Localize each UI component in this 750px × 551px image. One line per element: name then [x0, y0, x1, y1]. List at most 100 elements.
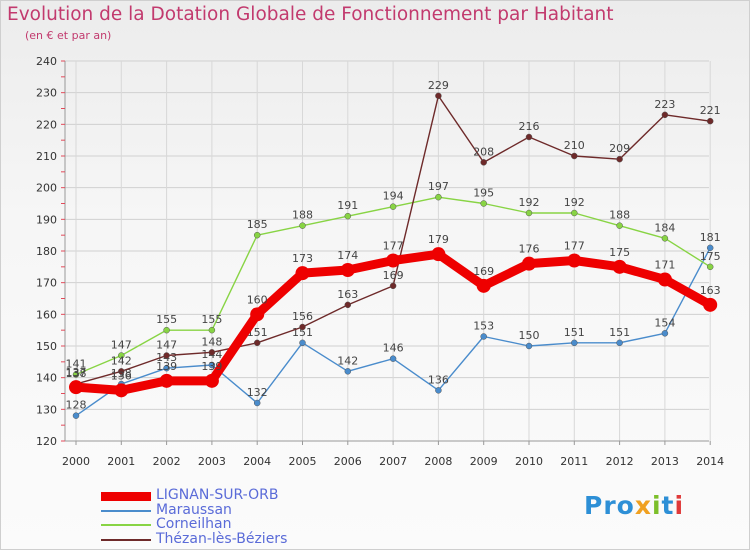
legend-label: Corneilhan [156, 516, 232, 532]
legend-swatch [101, 524, 151, 526]
data-label-maraussan: 132 [247, 386, 268, 399]
data-point-corneilhan [480, 200, 487, 207]
data-label-thezan-les-beziers: 209 [609, 142, 630, 155]
chart-subtitle: (en € et par an) [25, 29, 112, 42]
data-label-corneilhan: 195 [473, 187, 494, 200]
data-point-corneilhan [118, 352, 125, 359]
data-label-lignan-sur-orb: 174 [337, 249, 358, 262]
data-label-lignan-sur-orb: 160 [247, 293, 268, 306]
data-point-lignan-sur-orb [703, 297, 718, 312]
data-point-corneilhan [344, 212, 352, 220]
data-point-lignan-sur-orb [657, 272, 672, 287]
y-tick-label: 200 [36, 182, 57, 195]
data-point-lignan-sur-orb [204, 373, 219, 388]
data-point-maraussan [253, 399, 261, 407]
data-label-maraussan: 128 [66, 399, 87, 412]
data-point-lignan-sur-orb [295, 266, 310, 281]
x-tick-label: 2014 [696, 455, 724, 468]
x-tick-label: 2003 [198, 455, 226, 468]
x-tick-label: 2009 [470, 455, 498, 468]
data-point-maraussan [389, 355, 397, 362]
x-tick-label: 2001 [107, 455, 135, 468]
data-label-maraussan: 151 [609, 326, 630, 339]
data-label-maraussan: 146 [383, 342, 404, 355]
y-tick-label: 230 [36, 87, 57, 100]
legend-swatch [101, 538, 151, 541]
data-label-maraussan: 142 [337, 354, 358, 367]
data-label-lignan-sur-orb: 177 [383, 240, 404, 253]
data-label-lignan-sur-orb: 139 [156, 360, 177, 373]
data-point-corneilhan [571, 209, 578, 217]
data-label-lignan-sur-orb: 176 [519, 243, 540, 256]
data-label-thezan-les-beziers: 210 [564, 139, 585, 152]
data-label-thezan-les-beziers: 223 [654, 98, 675, 111]
data-point-thezan-les-beziers [480, 159, 487, 166]
data-point-maraussan [480, 333, 487, 340]
y-tick-label: 210 [36, 150, 57, 163]
data-label-maraussan: 153 [473, 320, 494, 333]
y-tick-label: 130 [36, 403, 57, 416]
data-label-maraussan: 181 [700, 231, 721, 244]
data-point-lignan-sur-orb [386, 253, 401, 268]
data-label-corneilhan: 147 [111, 339, 132, 352]
data-label-thezan-les-beziers: 221 [700, 104, 721, 117]
data-point-lignan-sur-orb [340, 263, 355, 277]
data-label-lignan-sur-orb: 137 [66, 366, 87, 379]
legend-swatch [101, 509, 151, 512]
data-label-corneilhan: 197 [428, 180, 449, 193]
data-point-corneilhan [163, 326, 170, 334]
data-point-maraussan [435, 387, 442, 394]
data-label-maraussan: 150 [519, 329, 540, 342]
x-tick-label: 2006 [334, 455, 362, 468]
data-label-lignan-sur-orb: 136 [111, 369, 132, 382]
x-tick-label: 2007 [379, 455, 407, 468]
data-label-lignan-sur-orb: 139 [201, 360, 222, 373]
y-tick-label: 190 [36, 213, 57, 226]
y-tick-label: 240 [36, 55, 57, 68]
y-tick-label: 120 [36, 435, 57, 448]
data-point-lignan-sur-orb [431, 247, 446, 262]
data-label-corneilhan: 185 [247, 218, 268, 231]
data-point-maraussan [661, 330, 669, 337]
data-label-thezan-les-beziers: 169 [383, 269, 404, 282]
data-point-thezan-les-beziers [661, 111, 669, 119]
data-point-lignan-sur-orb [567, 253, 582, 268]
data-label-corneilhan: 188 [609, 209, 630, 222]
data-point-maraussan [208, 361, 216, 369]
data-label-lignan-sur-orb: 179 [428, 233, 449, 246]
data-point-corneilhan [616, 222, 623, 229]
x-tick-label: 2010 [515, 455, 543, 468]
data-point-corneilhan [435, 193, 442, 201]
data-label-thezan-les-beziers: 138 [66, 367, 87, 380]
data-point-thezan-les-beziers [389, 282, 397, 290]
data-point-corneilhan [253, 231, 261, 239]
data-point-maraussan [706, 244, 714, 252]
x-tick-label: 2002 [153, 455, 181, 468]
x-tick-label: 2013 [651, 455, 679, 468]
legend-label: Thézan-lès-Béziers [156, 530, 288, 547]
data-label-lignan-sur-orb: 175 [609, 246, 630, 259]
chart-title: Evolution de la Dotation Globale de Fonc… [7, 4, 614, 25]
data-point-thezan-les-beziers [571, 152, 578, 160]
x-tick-label: 2004 [243, 455, 271, 468]
data-point-lignan-sur-orb [250, 307, 265, 322]
data-point-thezan-les-beziers [118, 368, 125, 375]
x-tick-label: 2000 [62, 455, 90, 468]
y-tick-label: 140 [36, 372, 57, 385]
data-label-thezan-les-beziers: 142 [111, 354, 132, 367]
legend-label: LIGNAN-SUR-ORB [156, 487, 279, 503]
data-label-thezan-les-beziers: 163 [337, 288, 358, 301]
data-point-corneilhan [661, 235, 669, 242]
data-point-thezan-les-beziers [299, 323, 306, 331]
data-point-corneilhan [389, 203, 397, 210]
data-label-thezan-les-beziers: 229 [428, 79, 449, 92]
y-tick-label: 180 [36, 245, 57, 258]
y-tick-label: 160 [36, 308, 57, 321]
data-point-thezan-les-beziers [344, 301, 352, 309]
data-point-thezan-les-beziers [525, 133, 533, 141]
data-label-lignan-sur-orb: 171 [654, 259, 675, 272]
data-label-corneilhan: 141 [66, 358, 87, 371]
data-label-lignan-sur-orb: 163 [700, 284, 721, 297]
